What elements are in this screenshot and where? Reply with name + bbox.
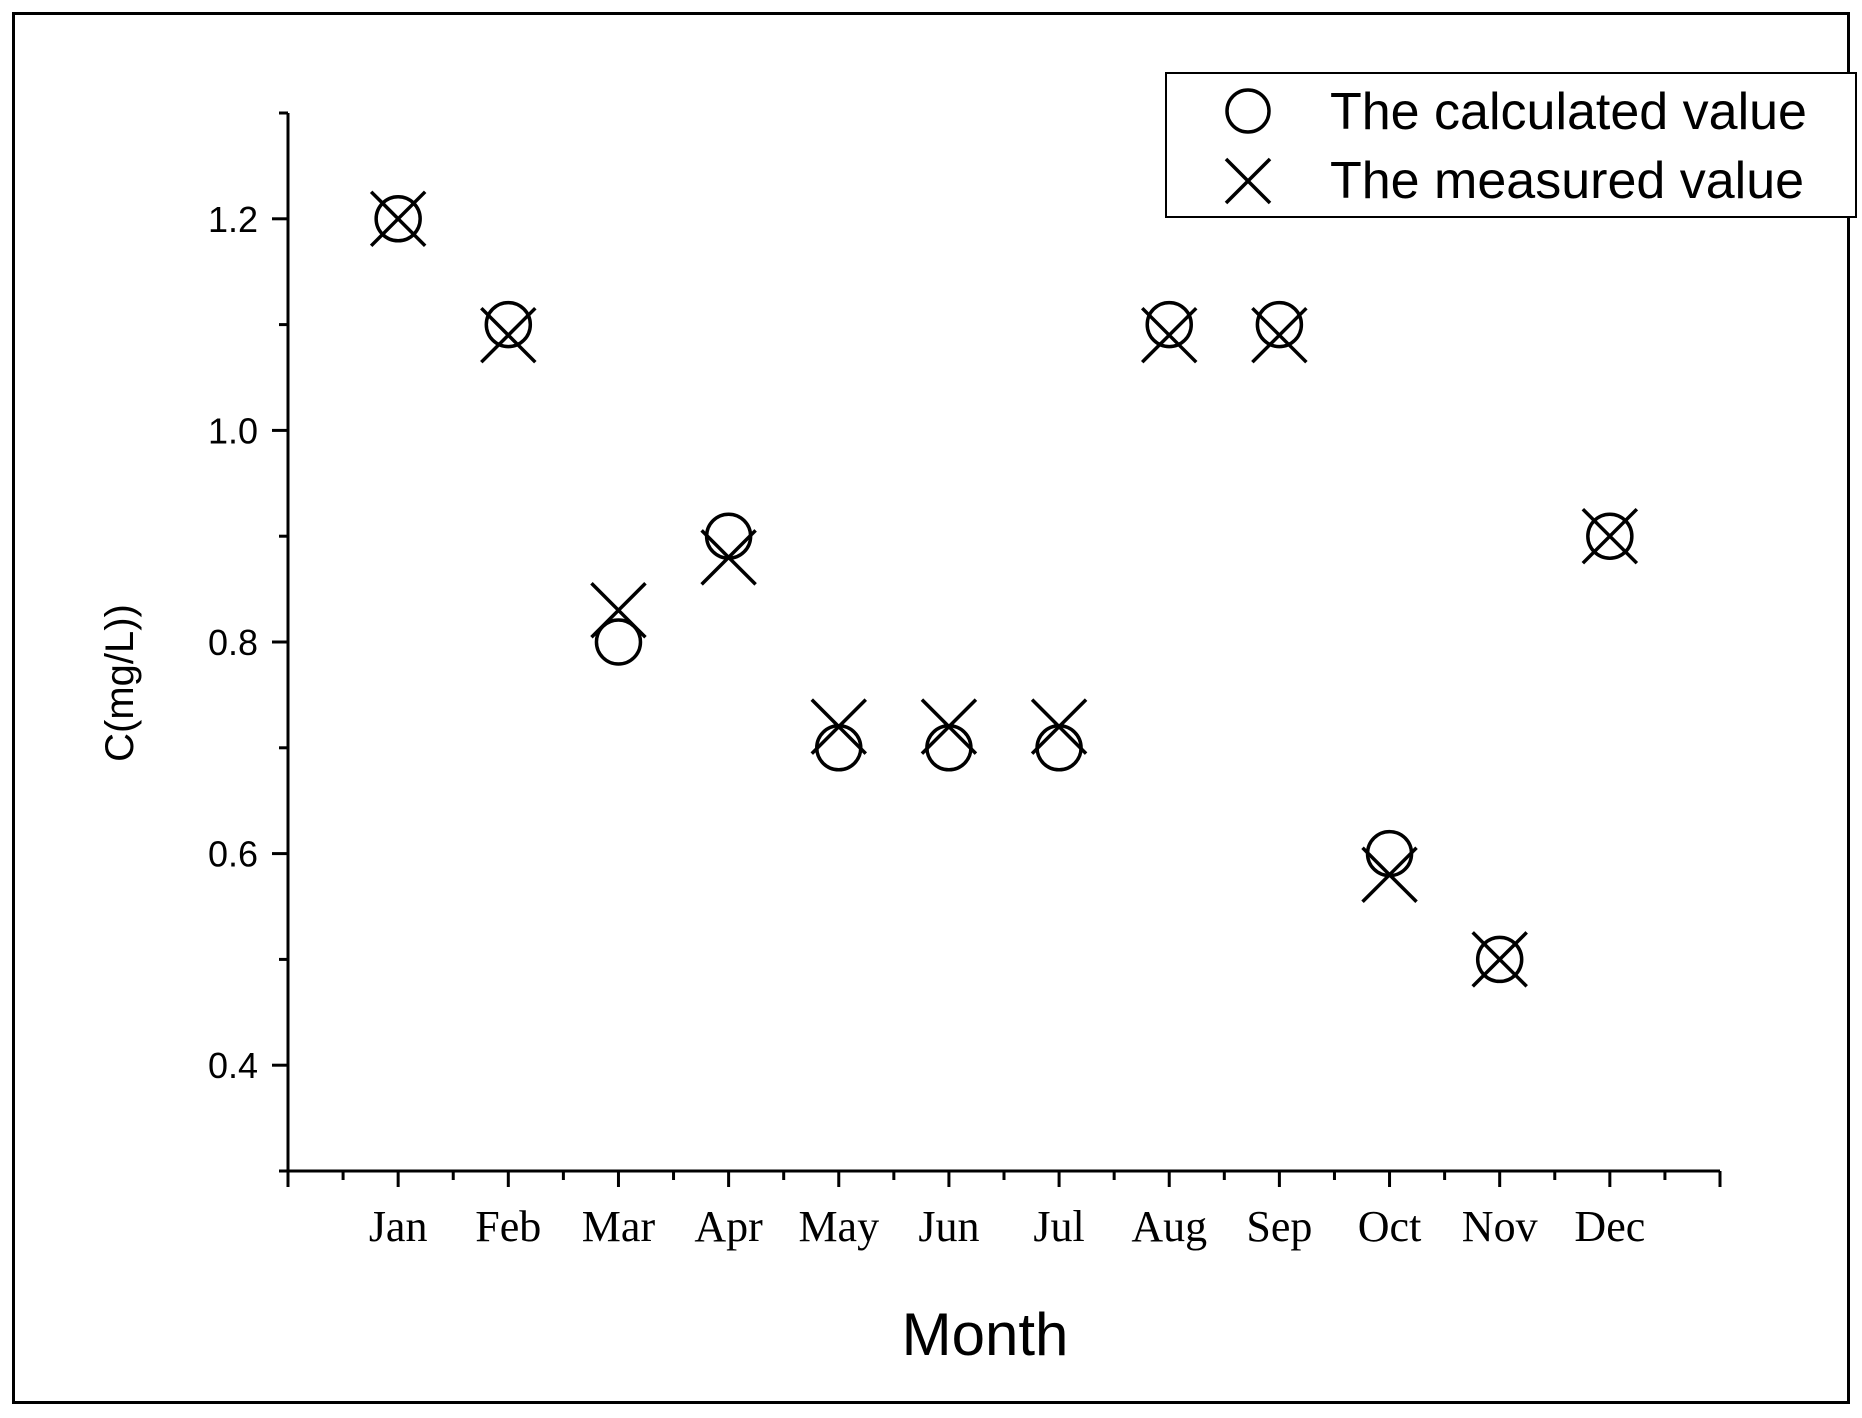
axes xyxy=(286,113,1720,1173)
measured-point xyxy=(1361,846,1418,903)
data-marks xyxy=(369,190,1639,988)
calculated-point xyxy=(1365,829,1414,878)
y-tick-label: 0.4 xyxy=(208,1045,258,1086)
calculated-point xyxy=(1586,512,1634,560)
calculated-point xyxy=(1475,935,1524,984)
y-tick-label: 0.6 xyxy=(208,834,258,875)
calculated-point xyxy=(815,724,863,772)
legend-box xyxy=(1165,72,1857,218)
y-tick-label: 1.0 xyxy=(208,410,258,451)
legend-circle-marker xyxy=(1225,88,1271,134)
legend-label-measured: The measured value xyxy=(1330,152,1804,210)
measured-point xyxy=(810,698,868,755)
calculated-point xyxy=(594,618,643,666)
calculated-point xyxy=(374,195,422,243)
calculated-point xyxy=(925,724,973,772)
measured-point xyxy=(700,529,757,586)
x-tick-label: Jun xyxy=(918,1202,979,1251)
legend-x-marker xyxy=(1224,157,1272,205)
x-ticks: Jan Feb Mar Apr May Jun Jul Aug Sep Oct Nov Dec xyxy=(286,1171,1722,1251)
measured-point xyxy=(920,698,978,755)
y-axis-title: C(mg/L)) xyxy=(98,604,142,762)
measured-point xyxy=(1140,306,1198,364)
x-tick-label: Feb xyxy=(475,1202,541,1251)
x-tick-label: May xyxy=(798,1202,879,1251)
x-tick-label: Nov xyxy=(1462,1202,1538,1251)
measured-point xyxy=(1581,507,1639,565)
calculated-point xyxy=(1255,300,1304,349)
x-tick-label: Apr xyxy=(694,1202,763,1251)
calculated-point xyxy=(704,512,753,560)
measured-point xyxy=(369,190,427,248)
calculated-point xyxy=(484,300,533,349)
calculated-point xyxy=(1035,724,1083,772)
x-tick-label: Oct xyxy=(1358,1202,1422,1251)
x-tick-label: Aug xyxy=(1131,1202,1207,1251)
measured-point xyxy=(1251,306,1308,364)
x-tick-label: Jan xyxy=(369,1202,428,1251)
y-tick-label: 1.2 xyxy=(208,199,258,240)
measured-point xyxy=(1471,931,1528,988)
legend: The calculated value The measured value xyxy=(1165,72,1857,218)
calculated-point xyxy=(1145,300,1193,349)
x-tick-label: Mar xyxy=(582,1202,656,1251)
x-tick-label: Dec xyxy=(1574,1202,1645,1251)
measured-point xyxy=(1030,698,1088,755)
x-tick-label: Jul xyxy=(1033,1202,1084,1251)
y-tick-label: 0.8 xyxy=(208,622,258,663)
y-ticks: 0.4 0.6 0.8 1.0 1.2 xyxy=(208,111,288,1173)
measured-point xyxy=(590,582,647,639)
legend-label-calculated: The calculated value xyxy=(1330,83,1807,141)
x-axis-title: Month xyxy=(902,1301,1069,1368)
x-tick-label: Sep xyxy=(1246,1202,1312,1251)
measured-point xyxy=(480,306,537,364)
